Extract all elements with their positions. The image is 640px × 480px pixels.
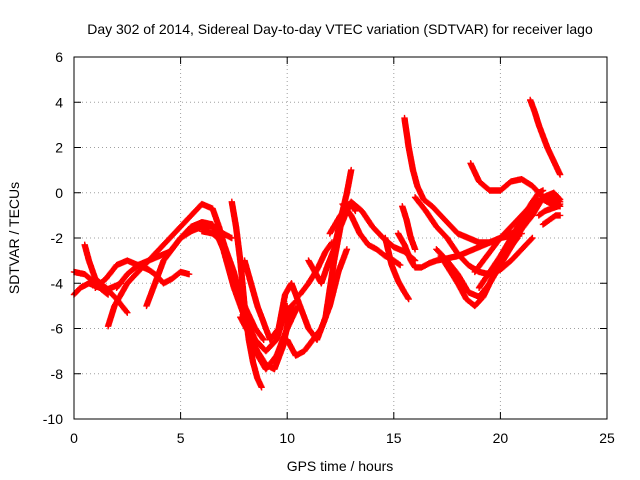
data-markers [237,298,299,373]
series-arc-11 [237,298,299,373]
series-arc-28 [527,96,564,178]
tick-layer [73,56,608,420]
y-tick-label: -10 [43,411,63,427]
series-arc-21 [401,114,564,246]
y-tick-label: -2 [51,230,64,246]
series-arc-27 [475,187,547,291]
data-markers [401,114,564,246]
series-arc-15 [296,239,336,298]
series-arc-30 [539,212,564,228]
series-arc-8 [143,223,235,310]
y-tick-label: -4 [51,275,64,291]
y-tick-label: 2 [55,140,63,156]
series-arc-18 [382,234,412,303]
x-tick-label: 5 [177,430,185,446]
y-tick-label: 0 [55,185,63,201]
series-arc-7 [113,219,291,355]
x-tick-label: 10 [279,430,295,446]
data-markers [382,234,412,303]
data-markers [284,246,351,359]
data-markers [143,223,235,310]
y-axis-label: SDTVAR / TECUs [6,182,22,294]
data-markers [535,200,564,219]
data-markers [113,219,291,355]
data-markers [475,187,547,291]
data-markers [296,239,336,298]
chart-title: Day 302 of 2014, Sidereal Day-to-day VTE… [87,21,593,37]
series-arc-13 [284,246,351,359]
x-tick-label: 0 [70,430,78,446]
x-tick-label: 20 [493,430,509,446]
y-tick-label: -8 [51,366,64,382]
x-axis-label: GPS time / hours [287,458,394,474]
y-tick-label: 6 [55,49,63,65]
data-layer [70,96,564,391]
x-tick-label: 25 [599,430,615,446]
data-markers [539,212,564,228]
data-markers [527,96,564,178]
y-tick-label: -6 [51,321,64,337]
series-arc-17 [339,200,404,269]
data-markers [339,200,404,269]
y-tick-label: 4 [55,94,63,110]
series-arc-19 [399,203,419,253]
data-markers [399,203,419,253]
x-tick-label: 15 [386,430,402,446]
label-layer: 0 5 10 15 20 25 -10 -8 -6 -4 -2 0 2 4 6 [43,49,615,446]
series-arc-29 [535,200,564,219]
